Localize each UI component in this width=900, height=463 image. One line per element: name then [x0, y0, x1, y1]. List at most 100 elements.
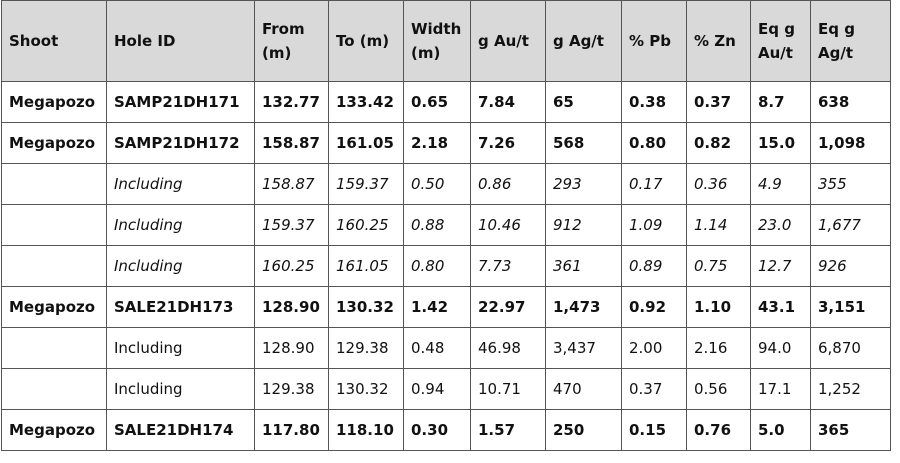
cell-ag: 250: [545, 409, 622, 451]
cell-zn: 0.75: [686, 245, 751, 287]
cell-eq-au: 23.0: [750, 204, 811, 246]
cell-ag: 3,437: [545, 327, 622, 369]
cell-zn: 1.10: [686, 286, 751, 328]
table-row: Including 128.90 129.38 0.48 46.98 3,437 2.00 2…: [1, 327, 891, 369]
cell-eq-au: 5.0: [750, 409, 811, 451]
cell-width: 1.42: [403, 286, 471, 328]
cell-pb: 0.17: [621, 163, 687, 205]
header-zn: % Zn: [686, 0, 751, 82]
cell-width: 0.65: [403, 81, 471, 123]
cell-pb: 0.89: [621, 245, 687, 287]
cell-pb: 0.15: [621, 409, 687, 451]
cell-zn: 0.56: [686, 368, 751, 410]
table-row: Megapozo SALE21DH173 128.90 130.32 1.42 22.97…: [1, 286, 891, 328]
cell-ag: 293: [545, 163, 622, 205]
cell-to: 118.10: [328, 409, 404, 451]
cell-zn: 1.14: [686, 204, 751, 246]
cell-hole-id: SAMP21DH171: [106, 81, 255, 123]
cell-eq-au: 12.7: [750, 245, 811, 287]
cell-au: 7.26: [470, 122, 546, 164]
table-body: Megapozo SAMP21DH171 132.77 133.42 0.65 7.84 6…: [1, 81, 891, 451]
table-header-row: Shoot Hole ID From (m) To (m) Width (m) …: [1, 0, 891, 82]
cell-au: 22.97: [470, 286, 546, 328]
cell-eq-ag: 6,870: [810, 327, 891, 369]
table-row: Including 160.25 161.05 0.80 7.73 361 0.89 0.75…: [1, 245, 891, 287]
cell-eq-ag: 355: [810, 163, 891, 205]
cell-pb: 1.09: [621, 204, 687, 246]
cell-eq-ag: 638: [810, 81, 891, 123]
header-hole-id: Hole ID: [106, 0, 255, 82]
cell-hole-id: Including: [106, 163, 255, 205]
cell-pb: 0.92: [621, 286, 687, 328]
cell-eq-au: 4.9: [750, 163, 811, 205]
cell-shoot: Megapozo: [1, 122, 107, 164]
cell-hole-id: Including: [106, 327, 255, 369]
cell-to: 161.05: [328, 122, 404, 164]
header-au: g Au/t: [470, 0, 546, 82]
cell-shoot: [1, 245, 107, 287]
cell-to: 161.05: [328, 245, 404, 287]
cell-eq-ag: 1,677: [810, 204, 891, 246]
cell-au: 10.46: [470, 204, 546, 246]
cell-eq-ag: 926: [810, 245, 891, 287]
cell-pb: 0.37: [621, 368, 687, 410]
cell-zn: 0.37: [686, 81, 751, 123]
cell-zn: 2.16: [686, 327, 751, 369]
header-shoot: Shoot: [1, 0, 107, 82]
cell-ag: 568: [545, 122, 622, 164]
header-width: Width (m): [403, 0, 471, 82]
cell-shoot: Megapozo: [1, 286, 107, 328]
header-eq-ag: Eq g Ag/t: [810, 0, 891, 82]
cell-width: 0.50: [403, 163, 471, 205]
cell-from: 129.38: [254, 368, 329, 410]
cell-eq-au: 15.0: [750, 122, 811, 164]
cell-to: 160.25: [328, 204, 404, 246]
cell-from: 158.87: [254, 163, 329, 205]
cell-to: 159.37: [328, 163, 404, 205]
cell-eq-ag: 1,098: [810, 122, 891, 164]
cell-ag: 65: [545, 81, 622, 123]
cell-width: 0.88: [403, 204, 471, 246]
table-row: Megapozo SAMP21DH172 158.87 161.05 2.18 7.26 5…: [1, 122, 891, 164]
cell-ag: 1,473: [545, 286, 622, 328]
cell-eq-au: 43.1: [750, 286, 811, 328]
cell-hole-id: SALE21DH174: [106, 409, 255, 451]
cell-eq-au: 8.7: [750, 81, 811, 123]
header-to: To (m): [328, 0, 404, 82]
cell-eq-au: 17.1: [750, 368, 811, 410]
cell-width: 0.94: [403, 368, 471, 410]
cell-width: 0.48: [403, 327, 471, 369]
table-row: Megapozo SAMP21DH171 132.77 133.42 0.65 7.84 6…: [1, 81, 891, 123]
header-from: From (m): [254, 0, 329, 82]
cell-width: 0.80: [403, 245, 471, 287]
cell-from: 160.25: [254, 245, 329, 287]
cell-shoot: [1, 327, 107, 369]
cell-to: 129.38: [328, 327, 404, 369]
cell-zn: 0.76: [686, 409, 751, 451]
header-pb: % Pb: [621, 0, 687, 82]
table-row: Including 158.87 159.37 0.50 0.86 293 0.17 0.36…: [1, 163, 891, 205]
cell-ag: 470: [545, 368, 622, 410]
cell-shoot: Megapozo: [1, 409, 107, 451]
header-ag: g Ag/t: [545, 0, 622, 82]
cell-to: 133.42: [328, 81, 404, 123]
cell-au: 7.84: [470, 81, 546, 123]
cell-shoot: [1, 204, 107, 246]
cell-width: 2.18: [403, 122, 471, 164]
cell-width: 0.30: [403, 409, 471, 451]
cell-to: 130.32: [328, 368, 404, 410]
cell-zn: 0.36: [686, 163, 751, 205]
cell-au: 1.57: [470, 409, 546, 451]
cell-ag: 912: [545, 204, 622, 246]
cell-to: 130.32: [328, 286, 404, 328]
cell-ag: 361: [545, 245, 622, 287]
cell-pb: 0.38: [621, 81, 687, 123]
cell-hole-id: Including: [106, 368, 255, 410]
cell-shoot: Megapozo: [1, 81, 107, 123]
cell-eq-ag: 3,151: [810, 286, 891, 328]
cell-from: 128.90: [254, 327, 329, 369]
table-row: Megapozo SALE21DH174 117.80 118.10 0.30 1.57 2…: [1, 409, 891, 451]
cell-hole-id: Including: [106, 245, 255, 287]
cell-eq-ag: 365: [810, 409, 891, 451]
cell-from: 117.80: [254, 409, 329, 451]
